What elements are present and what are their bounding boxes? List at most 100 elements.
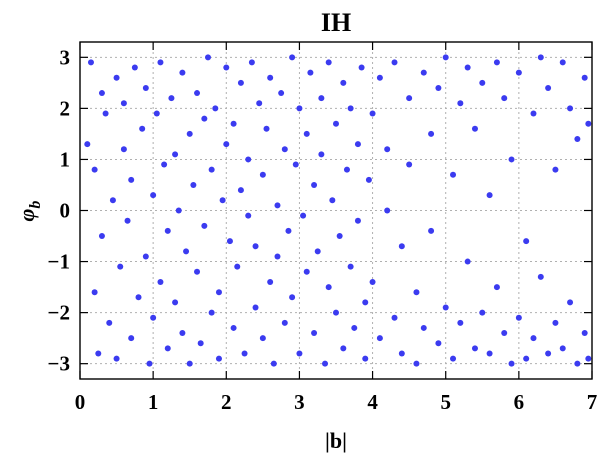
data-point-0-151 [501, 95, 508, 102]
data-point-0-69 [259, 335, 266, 342]
data-point-0-150 [501, 330, 508, 337]
data-point-0-36 [179, 69, 186, 76]
data-point-0-115 [369, 278, 376, 285]
y-tick-label-5: 2 [60, 96, 71, 120]
y-tick-label-6: 3 [60, 45, 71, 69]
data-point-0-9 [109, 197, 116, 204]
data-point-0-122 [398, 243, 405, 250]
data-point-0-111 [362, 299, 369, 306]
data-point-0-126 [413, 289, 420, 296]
data-point-0-100 [333, 120, 339, 127]
data-point-0-20 [139, 125, 146, 132]
data-point-0-121 [391, 59, 398, 66]
data-point-0-134 [442, 54, 449, 61]
data-point-0-83 [292, 161, 299, 168]
data-point-0-52 [215, 355, 222, 362]
data-point-0-84 [296, 105, 303, 112]
data-point-0-71 [263, 125, 270, 132]
data-point-0-68 [256, 100, 263, 107]
data-point-0-65 [248, 59, 255, 66]
data-point-0-77 [278, 90, 285, 97]
data-point-0-44 [197, 340, 204, 347]
data-point-0-170 [574, 360, 581, 367]
data-point-0-70 [259, 171, 266, 178]
data-point-0-42 [194, 90, 201, 97]
data-point-0-88 [303, 268, 310, 275]
data-point-0-12 [117, 263, 124, 270]
data-point-0-79 [281, 319, 288, 326]
data-point-0-175 [585, 355, 592, 362]
data-point-0-117 [376, 335, 383, 342]
data-point-0-98 [329, 197, 336, 204]
data-point-0-133 [435, 84, 442, 91]
data-point-0-155 [515, 314, 522, 321]
data-point-0-45 [201, 115, 208, 122]
x-tick-label-3: 3 [294, 390, 305, 414]
y-tick-label-2: −1 [48, 250, 70, 274]
data-point-0-10 [113, 74, 120, 81]
data-point-0-14 [120, 100, 127, 107]
data-point-0-74 [270, 360, 277, 367]
data-point-0-48 [208, 166, 215, 173]
data-point-0-33 [172, 151, 179, 158]
data-point-0-57 [230, 324, 237, 331]
data-point-0-171 [574, 136, 581, 143]
data-point-0-37 [179, 330, 186, 337]
data-point-0-55 [223, 64, 230, 71]
data-point-0-140 [464, 258, 471, 265]
data-point-0-130 [428, 130, 435, 137]
x-tick-label-1: 1 [148, 390, 159, 414]
data-point-0-41 [190, 181, 197, 188]
data-point-0-43 [194, 268, 201, 275]
y-tick-label-0: −3 [48, 352, 70, 376]
data-point-0-174 [585, 120, 592, 127]
data-point-0-157 [523, 355, 530, 362]
data-point-0-120 [391, 314, 398, 321]
data-point-0-67 [252, 243, 259, 250]
data-point-0-152 [508, 360, 515, 367]
data-point-0-73 [267, 74, 274, 81]
data-point-0-50 [212, 105, 219, 112]
data-point-0-40 [186, 360, 193, 367]
data-point-0-159 [530, 335, 537, 342]
data-point-0-82 [289, 294, 296, 301]
data-point-0-32 [168, 95, 175, 102]
data-point-0-18 [131, 64, 138, 71]
data-point-0-76 [274, 253, 281, 260]
data-point-0-93 [318, 95, 325, 102]
data-point-0-110 [358, 64, 365, 71]
data-point-0-13 [120, 146, 127, 153]
data-point-0-125 [406, 161, 413, 168]
data-point-0-103 [340, 345, 347, 352]
y-tick-label-4: 1 [60, 147, 71, 171]
data-point-0-56 [226, 238, 233, 245]
data-point-0-102 [340, 79, 347, 86]
data-point-0-153 [508, 156, 515, 163]
data-point-0-81 [289, 54, 296, 61]
data-point-0-96 [325, 284, 332, 291]
data-point-0-78 [281, 146, 288, 153]
data-point-0-38 [183, 248, 190, 255]
data-point-0-173 [581, 330, 588, 337]
data-point-0-95 [322, 360, 329, 367]
data-point-0-86 [300, 212, 307, 219]
data-point-0-72 [267, 278, 274, 285]
data-point-0-168 [567, 299, 574, 306]
data-point-0-128 [420, 69, 427, 76]
data-point-0-2 [91, 166, 98, 173]
data-point-0-139 [457, 319, 464, 326]
data-point-0-16 [128, 335, 135, 342]
y-tick-labels: −3 −2 −1 0 1 2 3 [48, 45, 70, 375]
data-point-0-136 [450, 171, 457, 178]
data-point-0-141 [464, 64, 471, 71]
data-point-0-28 [157, 59, 164, 66]
data-point-0-29 [161, 161, 168, 168]
x-tick-label-2: 2 [221, 390, 232, 414]
axis-ticks [79, 42, 593, 379]
data-point-0-59 [234, 263, 241, 270]
data-point-0-7 [102, 110, 109, 117]
data-point-0-105 [347, 263, 354, 270]
data-point-0-161 [537, 273, 544, 280]
data-point-0-160 [537, 54, 544, 61]
